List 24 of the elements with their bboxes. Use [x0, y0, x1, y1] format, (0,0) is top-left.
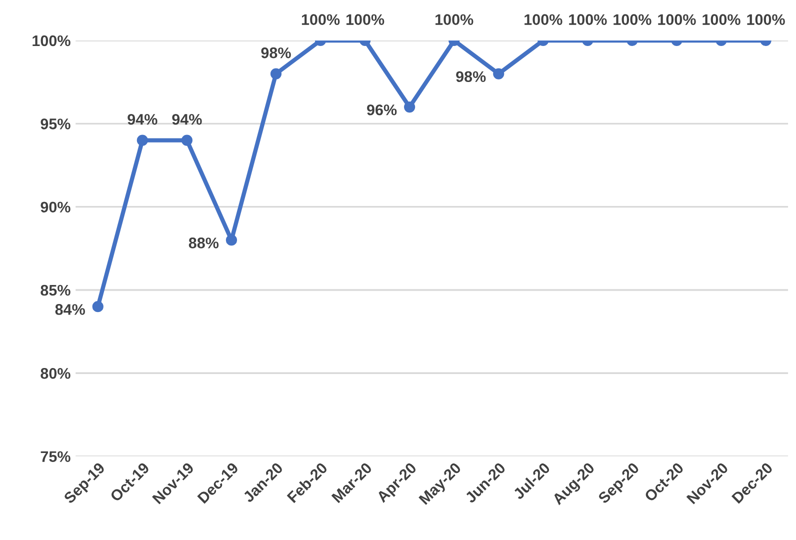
y-tick-label: 95%: [40, 118, 70, 130]
data-label: 100%: [302, 14, 340, 25]
data-label: 98%: [261, 47, 291, 58]
y-tick-label: 75%: [40, 451, 70, 462]
y-tick-label: 85%: [40, 284, 70, 296]
data-label: 100%: [702, 14, 740, 25]
data-label: 88%: [188, 238, 219, 248]
data-label: 100%: [614, 14, 652, 25]
y-tick-label: 100%: [32, 35, 70, 46]
data-label: 98%: [456, 71, 486, 82]
data-label: 94%: [128, 114, 158, 125]
data-label: 100%: [747, 14, 785, 25]
data-label: 100%: [436, 14, 474, 25]
data-label: 100%: [346, 14, 384, 25]
data-label: 84%: [55, 304, 85, 315]
data-label: 100%: [524, 14, 562, 25]
y-tick-label: 80%: [40, 368, 70, 379]
data-label: 94%: [172, 114, 202, 125]
y-tick-label: 90%: [40, 202, 70, 213]
data-label: 96%: [367, 104, 397, 116]
data-label: 100%: [569, 14, 607, 25]
point: [92, 301, 104, 312]
point: [226, 234, 238, 246]
data-label: 100%: [658, 14, 696, 25]
